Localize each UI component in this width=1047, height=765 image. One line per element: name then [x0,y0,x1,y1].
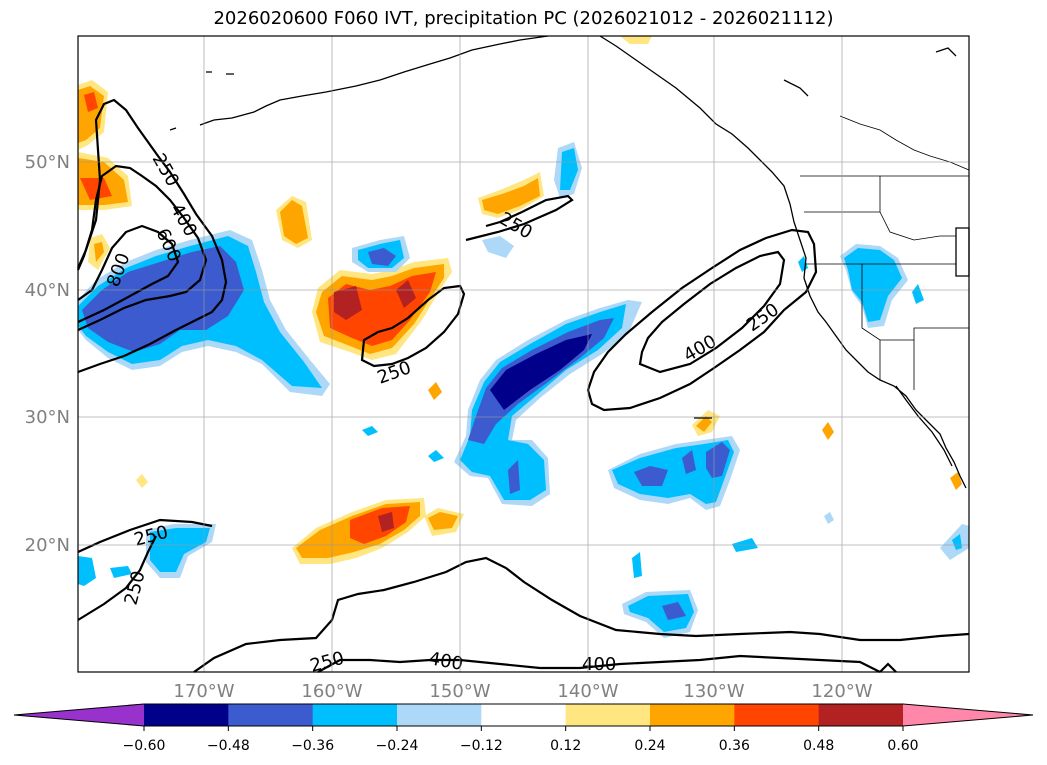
colorbar-tick-label: −0.36 [291,738,334,754]
lon-labels: 170°W 160°W 150°W 140°W 130°W 120°W [173,681,872,702]
colorbar-tick-label: −0.48 [207,738,250,754]
chart-title: 2026020600 F060 IVT, precipitation PC (2… [213,8,834,29]
ivt-contours [76,98,970,673]
colorbar-tick-label: 0.48 [803,738,834,754]
colorbar: −0.60 −0.48 −0.36 −0.24 −0.12 0.12 0.24 0.36 0.4… [13,703,1034,754]
lat-labels: 50°N 40°N 30°N 20°N [25,152,70,556]
colorbar-extend-low [14,704,144,726]
lon-label: 170°W [173,681,234,702]
lon-label: 160°W [301,681,362,702]
colorbar-segment [734,704,820,726]
map-panel: 250 400 600 800 250 250 400 250 250 250 … [76,35,970,677]
colorbar-segment [565,704,651,726]
lat-label: 20°N [25,535,70,556]
colorbar-segment [397,704,482,726]
lat-label: 50°N [25,152,70,173]
colorbar-tick-label: 0.12 [550,738,581,754]
colorbar-tick-label: 0.24 [634,738,665,754]
lat-label: 30°N [25,407,70,428]
colorbar-tick-label: 0.36 [719,738,750,754]
colorbar-segment [228,704,314,726]
colorbar-tick-label: −0.24 [376,738,419,754]
precip-positive-regions [78,36,962,564]
map-frame [77,35,970,673]
lon-label: 140°W [557,681,618,702]
colorbar-tick-label: 0.60 [887,738,918,754]
lon-label: 150°W [429,681,490,702]
colorbar-extend-high [903,704,1033,726]
colorbar-tick-label: −0.12 [460,738,503,754]
colorbar-segment [650,704,735,726]
colorbar-segment [312,704,398,726]
lon-label: 120°W [811,681,872,702]
colorbar-segment [144,704,229,726]
lat-label: 40°N [25,280,70,301]
colorbar-segment [481,704,567,726]
contour-label: 400 [582,654,616,675]
colorbar-segment [818,704,904,726]
political-borders [800,115,970,390]
gridlines [78,36,969,672]
lon-label: 130°W [683,681,744,702]
colorbar-tick-label: −0.60 [123,738,166,754]
